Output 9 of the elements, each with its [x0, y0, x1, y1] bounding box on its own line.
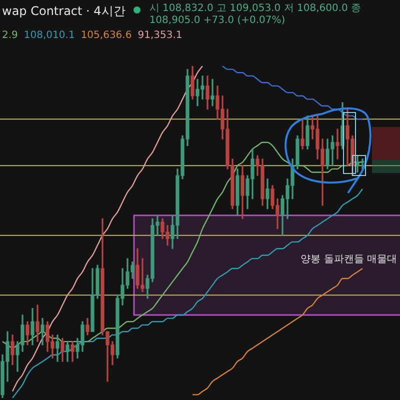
text: 108,010.1	[24, 30, 75, 41]
text: 91,353.1	[138, 30, 182, 41]
candlestick	[336, 128, 340, 160]
annotation: 양봉 돌파캔들 매물대	[300, 253, 397, 266]
chart-title: wap Contract · 4시간	[2, 3, 126, 20]
candlestick	[210, 78, 214, 106]
chart-subtitle: 시 108,832.0 고 109,053.0 저 108,600.0 종 108,905.0 +73.0 (+0.07%)	[149, 3, 362, 27]
text: 2.9	[2, 30, 18, 41]
text: 105,636.6	[80, 30, 132, 41]
